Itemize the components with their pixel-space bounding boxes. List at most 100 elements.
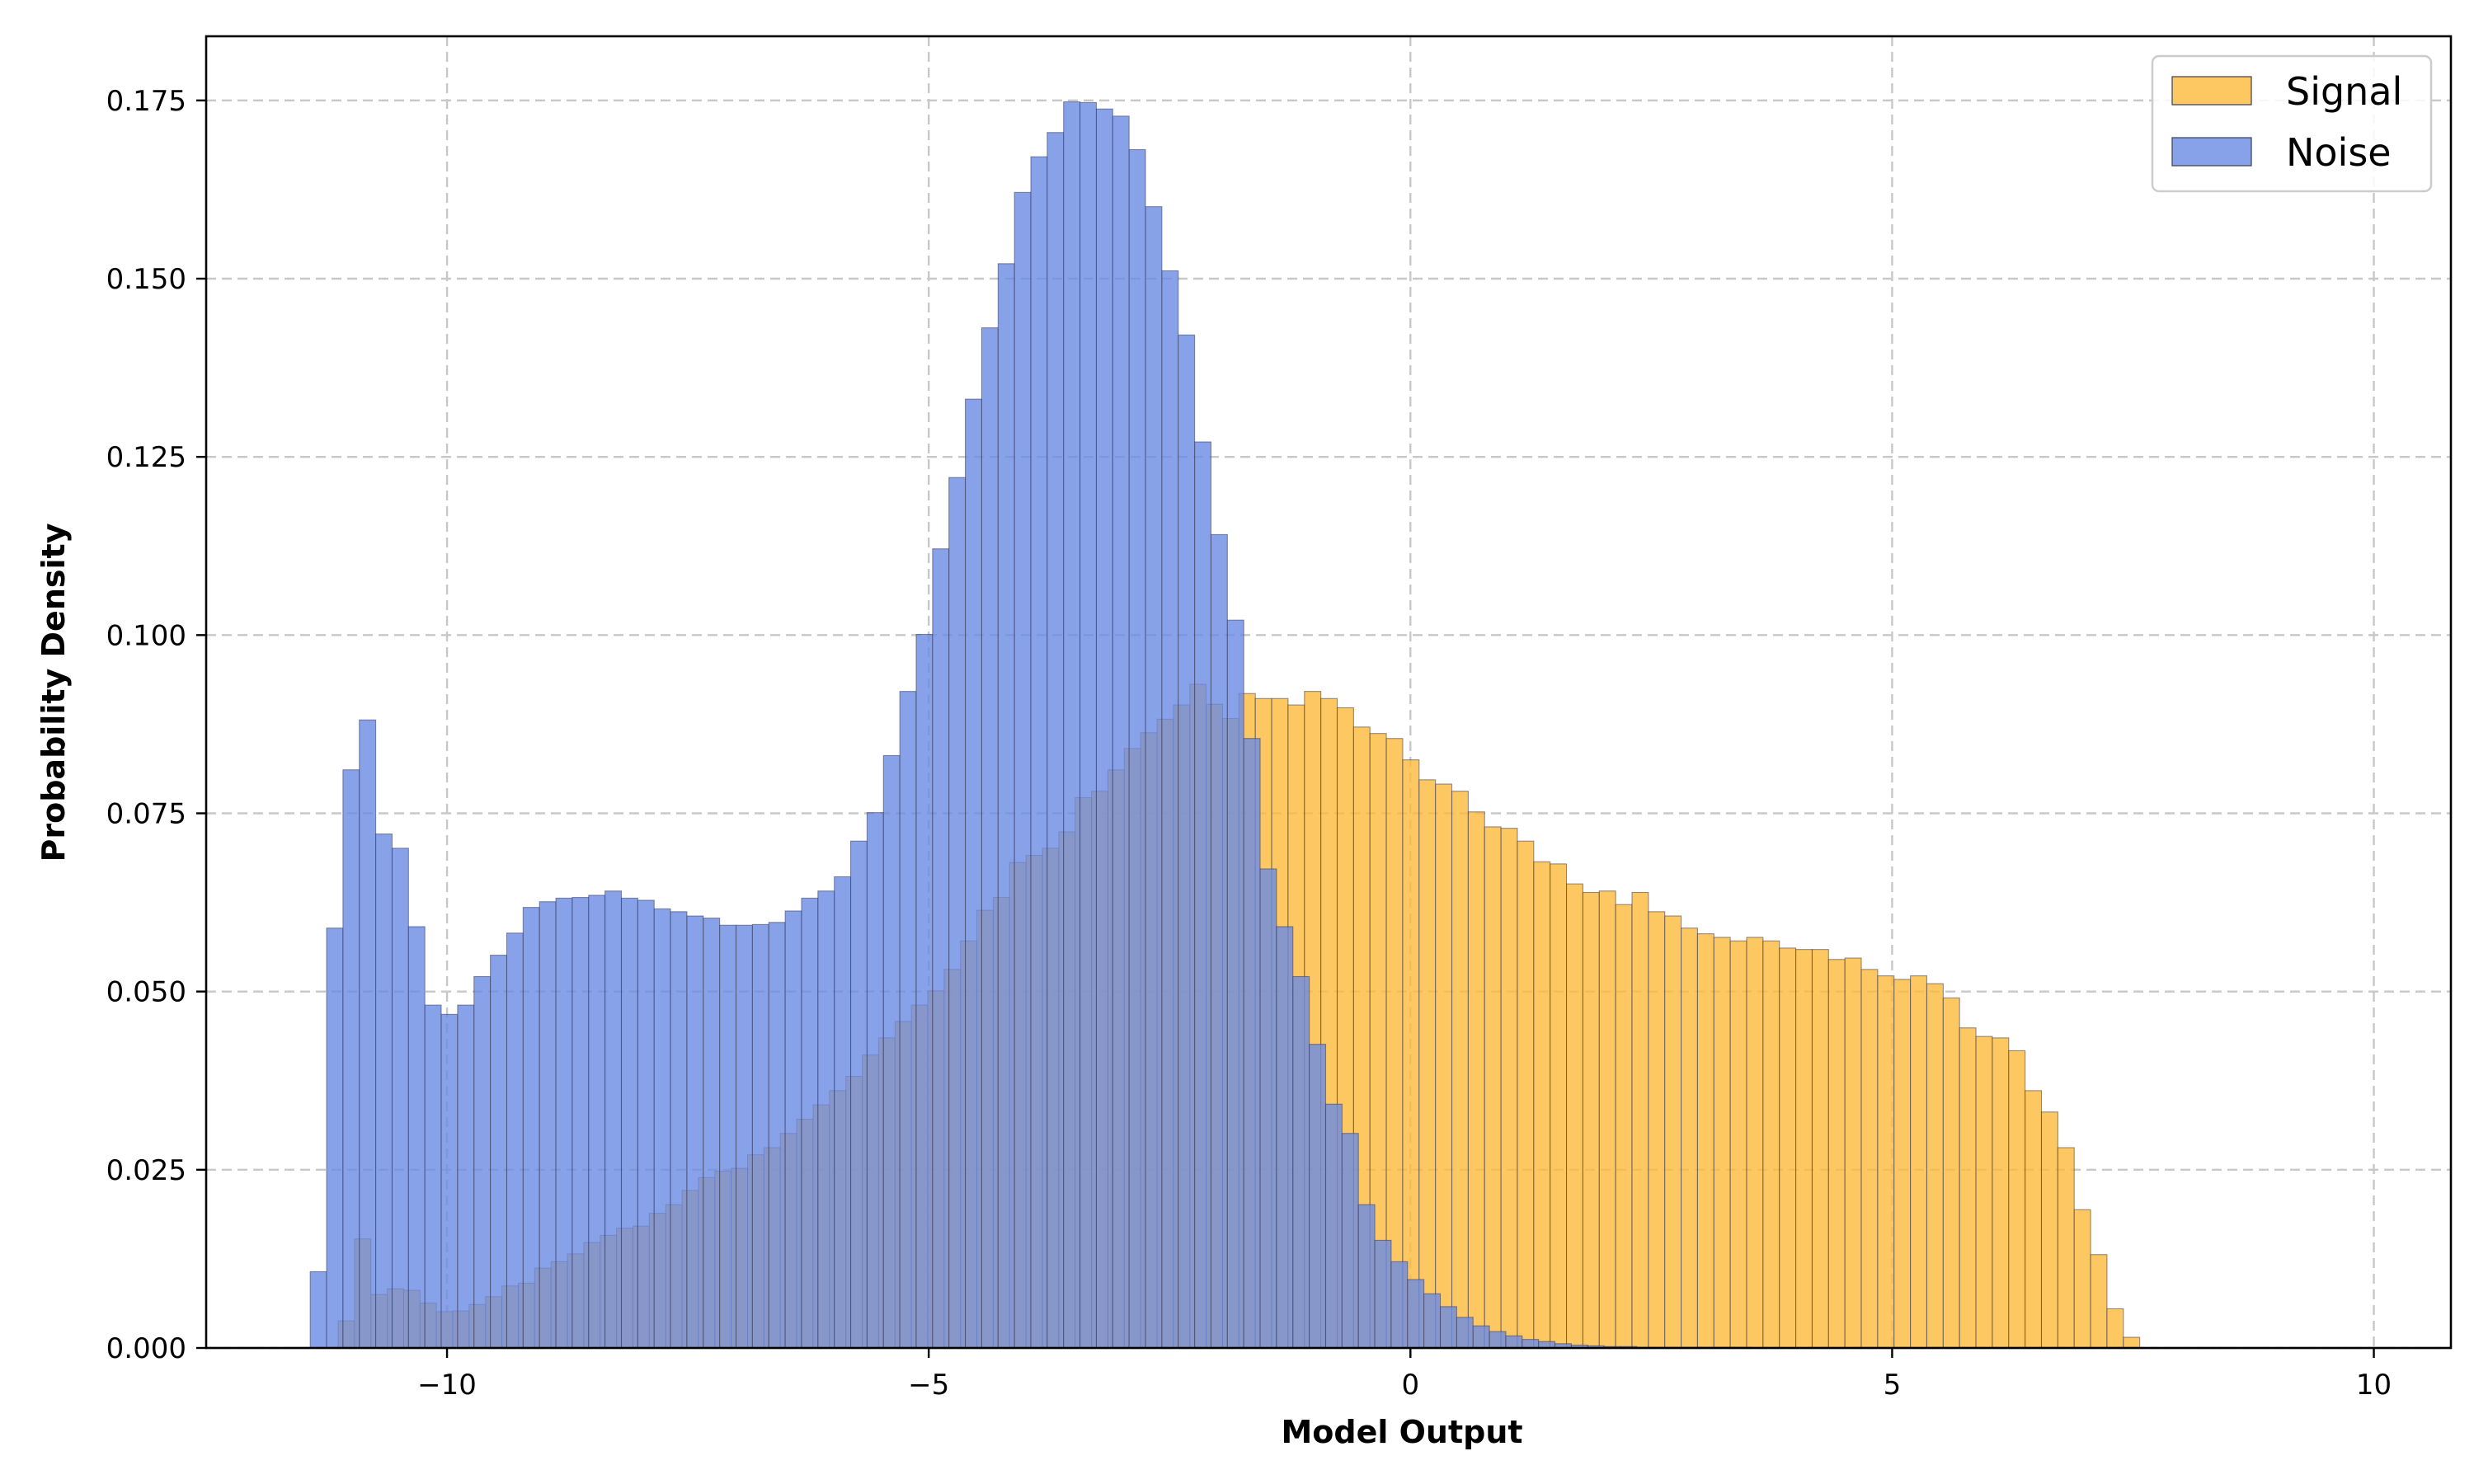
signal-bar xyxy=(1910,975,1928,1349)
y-tick-label: 0.175 xyxy=(106,85,186,118)
noise-bar xyxy=(1522,1339,1540,1349)
signal-bar xyxy=(2057,1147,2075,1349)
noise-bar xyxy=(440,1013,459,1349)
noise-bar xyxy=(751,923,769,1349)
signal-bar xyxy=(1811,949,1829,1349)
noise-bar xyxy=(424,1004,442,1349)
legend-label-signal: Signal xyxy=(2286,69,2402,114)
signal-bar xyxy=(1729,940,1747,1349)
noise-bar xyxy=(588,895,606,1349)
signal-bar xyxy=(1550,863,1568,1349)
signal-bar xyxy=(1533,861,1551,1349)
noise-bar xyxy=(817,890,835,1349)
legend-label-noise: Noise xyxy=(2286,130,2392,175)
signal-bar xyxy=(1681,928,1698,1349)
noise-bar xyxy=(1128,148,1146,1349)
plot-frame xyxy=(205,35,2453,1350)
noise-bar xyxy=(899,691,917,1349)
signal-bar xyxy=(1877,975,1895,1349)
signal-bar xyxy=(1860,969,1879,1349)
noise-bar xyxy=(1030,156,1048,1349)
legend-swatch-signal xyxy=(2171,76,2252,106)
noise-bar xyxy=(1063,101,1081,1349)
x-tick-label: −5 xyxy=(908,1369,949,1402)
noise-bar xyxy=(473,975,492,1349)
noise-bar xyxy=(653,908,671,1349)
signal-bar xyxy=(1942,997,1960,1349)
noise-bar xyxy=(1423,1293,1442,1349)
noise-bar xyxy=(834,876,852,1349)
signal-bar xyxy=(1615,904,1633,1349)
noise-bar xyxy=(604,890,623,1349)
noise-bar xyxy=(1439,1306,1457,1349)
noise-bar xyxy=(1276,926,1294,1349)
signal-bar xyxy=(2106,1308,2124,1349)
noise-bar xyxy=(997,263,1015,1349)
signal-bar xyxy=(1500,828,1518,1349)
legend-swatch-noise xyxy=(2171,137,2252,167)
noise-bar xyxy=(1309,1044,1327,1349)
noise-bar xyxy=(981,327,999,1349)
signal-bar xyxy=(1648,911,1666,1349)
noise-bar xyxy=(735,924,753,1349)
noise-bar xyxy=(1505,1335,1523,1349)
signal-bar xyxy=(1418,779,1437,1349)
noise-bar xyxy=(1390,1261,1409,1349)
noise-bar xyxy=(719,924,737,1349)
noise-bar xyxy=(1324,1103,1343,1349)
noise-bar xyxy=(1407,1279,1425,1349)
noise-bar xyxy=(1194,441,1212,1349)
noise-bar xyxy=(1456,1317,1474,1349)
signal-bar xyxy=(1762,940,1780,1349)
noise-bar xyxy=(965,398,982,1349)
y-tick-label: 0.150 xyxy=(106,263,186,296)
noise-bar xyxy=(1226,619,1244,1349)
noise-bar xyxy=(571,896,590,1349)
noise-bar xyxy=(1161,270,1179,1349)
noise-bar xyxy=(1472,1325,1490,1349)
noise-bar xyxy=(407,926,426,1349)
noise-bar xyxy=(326,928,344,1349)
noise-bar xyxy=(1145,206,1163,1349)
noise-bar xyxy=(670,911,688,1349)
signal-bar xyxy=(1451,791,1469,1349)
signal-bar xyxy=(1664,915,1682,1349)
noise-bar xyxy=(1341,1133,1359,1349)
noise-bar xyxy=(1047,132,1065,1349)
x-tick-label: 10 xyxy=(2356,1369,2392,1402)
signal-bar xyxy=(1696,933,1714,1349)
noise-bar xyxy=(882,754,901,1349)
noise-bar xyxy=(866,812,884,1349)
noise-bar xyxy=(359,719,377,1349)
signal-bar xyxy=(1484,826,1502,1349)
noise-bar xyxy=(703,918,721,1349)
noise-bar xyxy=(850,840,868,1349)
y-tick-label: 0.025 xyxy=(106,1154,186,1187)
y-tick-label: 0.000 xyxy=(106,1332,186,1365)
y-tick-label: 0.100 xyxy=(106,619,186,652)
noise-bar xyxy=(522,907,540,1349)
noise-bar xyxy=(932,548,950,1349)
signal-bar xyxy=(1435,783,1453,1349)
signal-bar xyxy=(1844,957,1862,1349)
x-tick-label: −10 xyxy=(417,1369,477,1402)
signal-bar xyxy=(1517,840,1535,1349)
axes xyxy=(205,35,2453,1350)
signal-bar xyxy=(1713,937,1731,1349)
signal-bar xyxy=(2040,1111,2058,1349)
noise-bar xyxy=(1292,975,1310,1349)
noise-bar xyxy=(391,848,409,1349)
noise-bar xyxy=(1210,533,1228,1349)
signal-bar xyxy=(1959,1027,1977,1349)
noise-bar xyxy=(637,899,655,1349)
noise-bars xyxy=(309,101,1752,1349)
signal-bar xyxy=(1631,891,1649,1349)
y-axis-label: Probability Density xyxy=(35,523,72,862)
noise-bar xyxy=(1178,334,1196,1349)
signal-bar xyxy=(2025,1090,2043,1349)
signal-bar xyxy=(1598,890,1616,1349)
noise-bar xyxy=(375,834,393,1349)
noise-bar xyxy=(1079,101,1098,1349)
noise-bar xyxy=(784,910,802,1349)
noise-bar xyxy=(686,915,704,1349)
